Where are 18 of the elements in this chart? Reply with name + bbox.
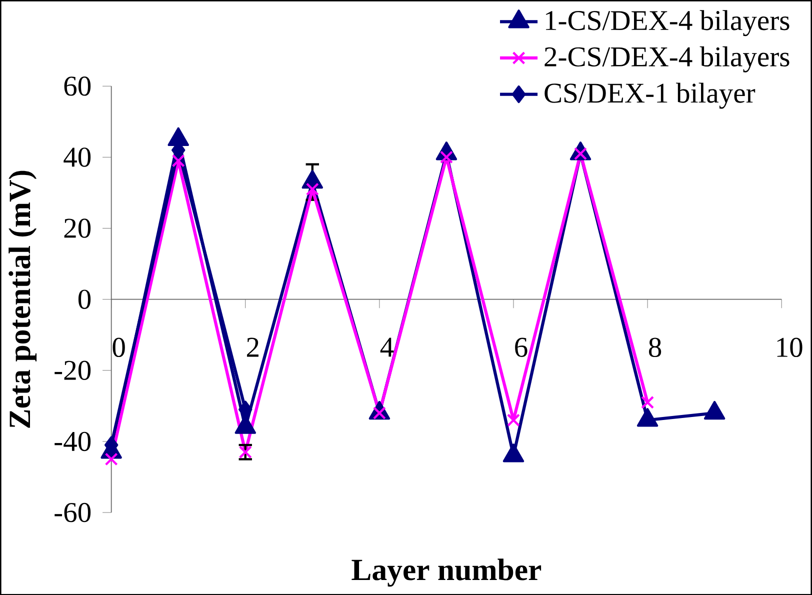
y-tick-label: -60 xyxy=(54,502,91,522)
y-axis-title: Zeta potential (mV) xyxy=(8,170,37,428)
y-tick-label: 20 xyxy=(64,218,91,238)
x-tick-label: 8 xyxy=(648,338,662,357)
legend-label: CS/DEX-1 bilayer xyxy=(544,82,756,109)
x-tick-label: 2 xyxy=(246,338,258,357)
legend-label: 2-CS/DEX-4 bilayers xyxy=(544,46,790,72)
y-tick-label: 40 xyxy=(64,147,91,167)
y-tick-label: -40 xyxy=(54,432,91,451)
x-axis-title: Layer number xyxy=(352,558,542,587)
x-tick-label: 6 xyxy=(515,338,528,357)
x-tick-label: 0 xyxy=(112,338,125,357)
x-tick-label: 10 xyxy=(777,338,802,357)
legend-label: 1-CS/DEX-4 bilayers xyxy=(546,10,790,36)
x-tick-label: 4 xyxy=(380,338,394,356)
y-tick-label: -20 xyxy=(54,360,91,380)
y-tick-label: 0 xyxy=(78,290,91,309)
y-tick-label: 60 xyxy=(64,76,91,96)
